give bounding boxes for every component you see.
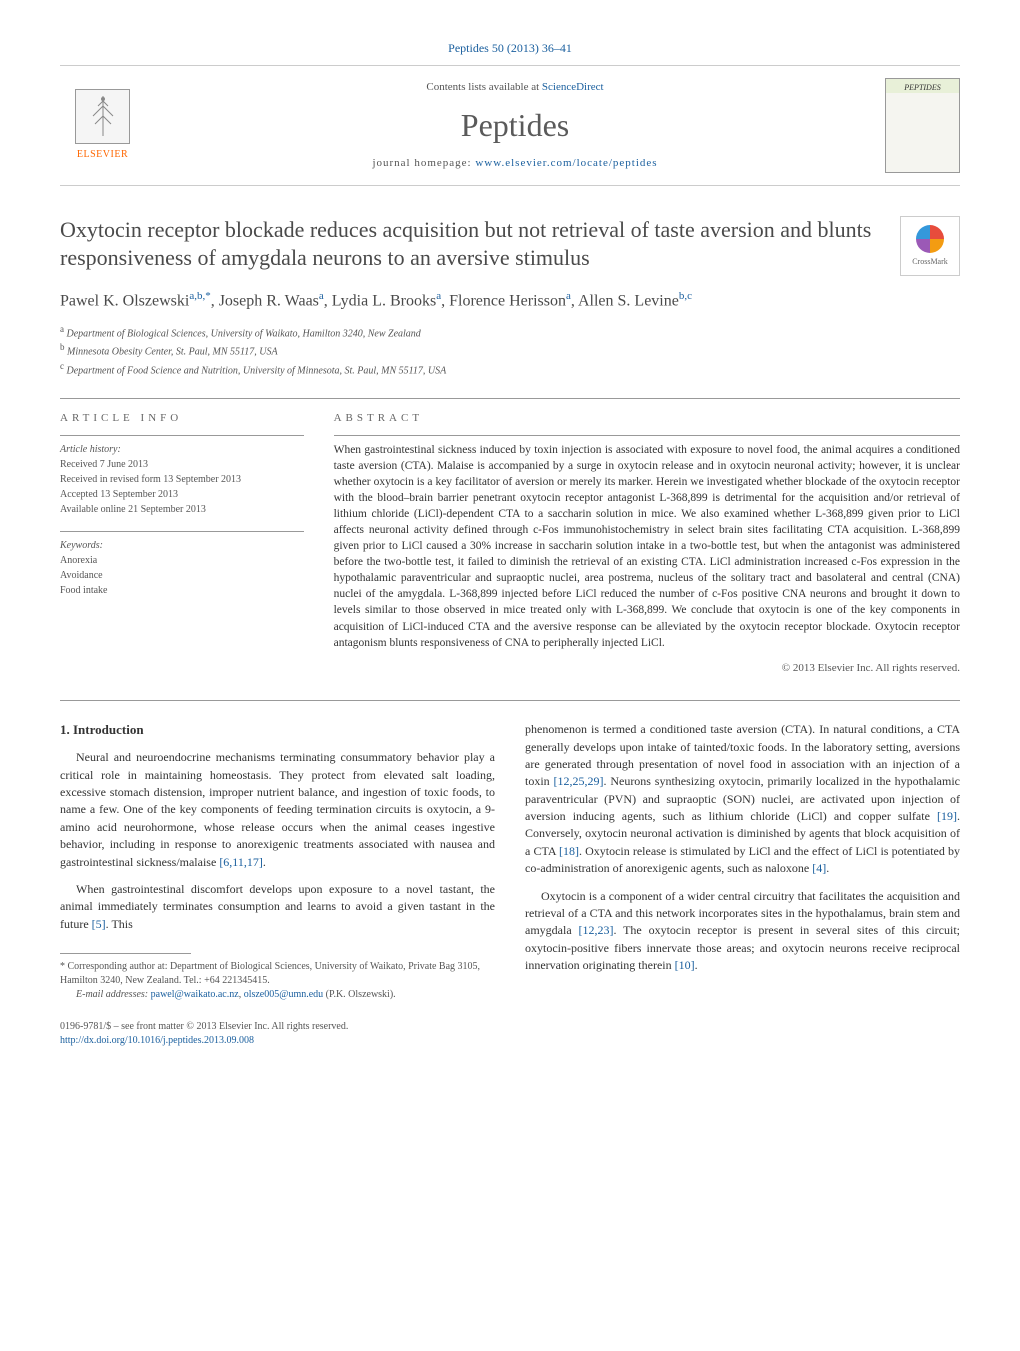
right-para-1: phenomenon is termed a conditioned taste… [525, 721, 960, 878]
sciencedirect-link[interactable]: ScienceDirect [542, 81, 604, 93]
journal-cover-thumbnail: PEPTIDES [885, 78, 960, 173]
body-right-column: phenomenon is termed a conditioned taste… [525, 721, 960, 1048]
front-matter-line: 0196-9781/$ – see front matter © 2013 El… [60, 1020, 495, 1034]
header-citation: Peptides 50 (2013) 36–41 [60, 40, 960, 57]
ref-12-23[interactable]: [12,23] [578, 923, 613, 937]
author-5: , Allen S. Levine [571, 292, 679, 309]
elsevier-tree-icon [75, 89, 130, 144]
crossmark-icon [916, 225, 944, 253]
title-row: Oxytocin receptor blockade reduces acqui… [60, 216, 960, 276]
abstract-column: ABSTRACT When gastrointestinal sickness … [334, 411, 960, 676]
keyword-1: Anorexia [60, 553, 304, 568]
article-info-label: ARTICLE INFO [60, 411, 304, 426]
header-center: Contents lists available at ScienceDirec… [145, 80, 885, 172]
email-suffix: (P.K. Olszewski). [323, 989, 396, 1000]
homepage-link[interactable]: www.elsevier.com/locate/peptides [475, 157, 657, 169]
left-para-1: Neural and neuroendocrine mechanisms ter… [60, 749, 495, 871]
header-citation-link[interactable]: Peptides 50 (2013) 36–41 [448, 41, 572, 55]
journal-header-bar: ELSEVIER Contents lists available at Sci… [60, 65, 960, 186]
footnote-text: Corresponding author at: Department of B… [60, 961, 480, 986]
author-1-affil: a,b,* [189, 290, 210, 302]
authors-line: Pawel K. Olszewskia,b,*, Joseph R. Waasa… [60, 288, 960, 313]
crossmark-label: CrossMark [912, 256, 948, 267]
author-3: , Lydia L. Brooks [324, 292, 436, 309]
corresponding-author-footnote: * Corresponding author at: Department of… [60, 960, 495, 1002]
ref-12-25-29[interactable]: [12,25,29] [554, 774, 604, 788]
divider-bottom [60, 700, 960, 701]
keywords-label: Keywords: [60, 538, 304, 553]
author-4: , Florence Herisson [441, 292, 566, 309]
elsevier-logo: ELSEVIER [60, 80, 145, 170]
divider-top [60, 398, 960, 399]
contents-prefix: Contents lists available at [426, 81, 541, 93]
history-online: Available online 21 September 2013 [60, 502, 304, 517]
right-para-2: Oxytocin is a component of a wider centr… [525, 888, 960, 975]
body-columns: 1. Introduction Neural and neuroendocrin… [60, 721, 960, 1048]
contents-line: Contents lists available at ScienceDirec… [145, 80, 885, 95]
body-right-text: phenomenon is termed a conditioned taste… [525, 721, 960, 974]
journal-name: Peptides [145, 103, 885, 148]
author-2: , Joseph R. Waas [211, 292, 319, 309]
article-history-block: Article history: Received 7 June 2013 Re… [60, 435, 304, 517]
copyright-line: © 2013 Elsevier Inc. All rights reserved… [334, 661, 960, 676]
abstract-label: ABSTRACT [334, 411, 960, 426]
info-abstract-row: ARTICLE INFO Article history: Received 7… [60, 411, 960, 676]
affil-a: Department of Biological Sciences, Unive… [67, 328, 421, 339]
left-para-2: When gastrointestinal discomfort develop… [60, 881, 495, 933]
keyword-2: Avoidance [60, 568, 304, 583]
body-left-column: 1. Introduction Neural and neuroendocrin… [60, 721, 495, 1048]
ref-5[interactable]: [5] [92, 917, 106, 931]
ref-6-11-17[interactable]: [6,11,17] [219, 855, 263, 869]
history-label: Article history: [60, 442, 304, 457]
ref-19[interactable]: [19] [937, 809, 957, 823]
abstract-text: When gastrointestinal sickness induced b… [334, 435, 960, 651]
email-link-2[interactable]: olsze005@umn.edu [244, 989, 323, 1000]
ref-18[interactable]: [18] [559, 844, 579, 858]
body-left-text: Neural and neuroendocrine mechanisms ter… [60, 749, 495, 933]
affil-c: Department of Food Science and Nutrition… [67, 365, 447, 376]
author-5-affil: b,c [679, 290, 692, 302]
cover-thumb-title: PEPTIDES [886, 79, 959, 93]
ref-4[interactable]: [4] [812, 861, 826, 875]
history-received: Received 7 June 2013 [60, 457, 304, 472]
footnote-separator [60, 953, 191, 954]
ref-10[interactable]: [10] [675, 958, 695, 972]
article-title: Oxytocin receptor blockade reduces acqui… [60, 216, 900, 273]
email-link-1[interactable]: pawel@waikato.ac.nz [151, 989, 239, 1000]
author-1: Pawel K. Olszewski [60, 292, 189, 309]
keywords-block: Keywords: Anorexia Avoidance Food intake [60, 531, 304, 598]
history-revised: Received in revised form 13 September 20… [60, 472, 304, 487]
doi-link[interactable]: http://dx.doi.org/10.1016/j.peptides.201… [60, 1035, 254, 1046]
history-accepted: Accepted 13 September 2013 [60, 487, 304, 502]
crossmark-badge[interactable]: CrossMark [900, 216, 960, 276]
intro-heading: 1. Introduction [60, 721, 495, 739]
email-label: E-mail addresses: [76, 989, 151, 1000]
homepage-line: journal homepage: www.elsevier.com/locat… [145, 156, 885, 171]
bottom-info: 0196-9781/$ – see front matter © 2013 El… [60, 1020, 495, 1048]
elsevier-label: ELSEVIER [77, 148, 128, 162]
homepage-prefix: journal homepage: [372, 157, 475, 169]
affiliations: a Department of Biological Sciences, Uni… [60, 323, 960, 378]
keyword-3: Food intake [60, 583, 304, 598]
affil-b: Minnesota Obesity Center, St. Paul, MN 5… [67, 347, 278, 358]
article-info-column: ARTICLE INFO Article history: Received 7… [60, 411, 304, 676]
